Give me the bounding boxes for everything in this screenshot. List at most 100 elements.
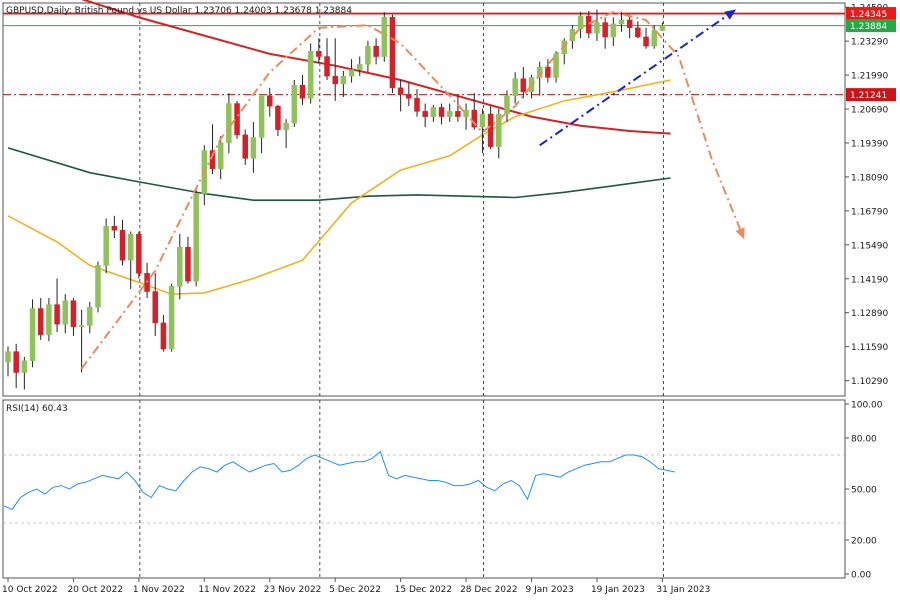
candle-body — [193, 193, 199, 282]
price-axis-label: 1.18090 — [851, 173, 888, 183]
candle-body — [316, 51, 322, 57]
arrowhead — [724, 9, 737, 20]
candle-body — [455, 111, 461, 117]
date-label: 20 Oct 2022 — [67, 585, 123, 595]
candle-body — [299, 85, 306, 99]
candle-body — [504, 95, 510, 115]
candle-body — [87, 306, 93, 326]
level-price-tag — [846, 7, 896, 21]
candle-body — [234, 103, 240, 136]
candle-body — [635, 27, 641, 38]
candle-body — [365, 45, 371, 65]
candle-body — [446, 111, 453, 117]
trend-arrow-line — [539, 8, 737, 147]
candle-body — [356, 64, 363, 70]
price-axis-label: 1.21990 — [851, 72, 888, 82]
candle-body — [545, 66, 551, 78]
candle-body — [487, 113, 494, 147]
candle-body — [471, 109, 478, 128]
candle-body — [659, 25, 666, 31]
level-price-tag — [846, 19, 896, 33]
candle-body — [242, 134, 248, 159]
moving-average-line — [7, 79, 671, 296]
candle-body — [610, 23, 617, 38]
candle-body — [152, 291, 158, 324]
date-label: 31 Jan 2023 — [656, 585, 710, 595]
rsi-axis-label: 0.00 — [851, 571, 871, 581]
price-axis-label: 1.12890 — [851, 309, 888, 319]
candle-body — [54, 304, 60, 325]
candle-body — [438, 107, 445, 117]
candle-body — [283, 122, 289, 130]
price-pane-frame — [2, 2, 846, 397]
candle-body — [626, 19, 633, 29]
candle-body — [46, 304, 52, 335]
level-price-label: 1.23884 — [850, 22, 887, 32]
level-price-label: 1.24345 — [850, 10, 887, 20]
candle-body — [21, 360, 28, 373]
candle-body — [177, 246, 183, 287]
candle-body — [160, 322, 167, 350]
candle-body — [340, 75, 347, 85]
rsi-axis-label: 100.00 — [851, 401, 883, 411]
date-label: 19 Jan 2023 — [591, 585, 645, 595]
candle-body — [586, 15, 592, 34]
candle-body — [618, 19, 625, 25]
candle-body — [103, 226, 109, 266]
candle-body — [119, 229, 126, 261]
candle-body — [553, 53, 559, 78]
candle-body — [111, 226, 118, 231]
candle-body — [185, 246, 191, 282]
level-price-tag — [846, 88, 896, 102]
candle-body — [430, 107, 437, 117]
candle-body — [275, 105, 281, 130]
candle-body — [414, 98, 420, 112]
candle-body — [291, 85, 298, 124]
candle-body — [332, 75, 338, 85]
candle-body — [13, 351, 19, 373]
candle-body — [209, 150, 216, 170]
candle-body — [168, 286, 175, 350]
candle-body — [348, 69, 355, 77]
date-label: 11 Nov 2022 — [198, 585, 256, 595]
candle-body — [520, 78, 527, 93]
rsi-pane-frame — [2, 399, 846, 579]
candle-body — [643, 36, 649, 47]
candle-body — [602, 22, 608, 38]
candle-body — [307, 51, 314, 99]
candle-body — [528, 77, 535, 93]
date-label: 5 Dec 2022 — [329, 585, 381, 595]
candle-body — [127, 233, 134, 261]
rsi-axis-label: 50.00 — [851, 486, 877, 496]
date-label: 15 Dec 2022 — [395, 585, 453, 595]
candle-body — [62, 300, 69, 325]
rsi-axis-label: 80.00 — [851, 435, 877, 445]
rsi-line — [3, 450, 675, 511]
price-axis-label: 1.16790 — [851, 207, 888, 217]
candle-body — [37, 308, 44, 335]
candle-body — [512, 78, 518, 96]
chart-header-text: GBPUSD,Daily: British Pound vs US Dollar… — [6, 6, 352, 16]
candle-body — [78, 325, 85, 328]
price-axis-label: 1.10290 — [851, 377, 888, 387]
candle-body — [406, 94, 412, 99]
rsi-title: RSI(14) 60.43 — [6, 404, 68, 414]
price-axis-label: 1.20690 — [851, 106, 888, 116]
candle-body — [70, 300, 77, 328]
candle-body — [389, 17, 396, 89]
candle-body — [29, 308, 36, 361]
rsi-axis-label: 20.00 — [851, 537, 877, 547]
candle-body — [5, 351, 11, 363]
candle-body — [397, 87, 404, 95]
candle-body — [577, 15, 584, 30]
date-label: 23 Nov 2022 — [264, 585, 322, 595]
candle-body — [651, 30, 657, 47]
date-label: 9 Jan 2023 — [526, 585, 574, 595]
candle-body — [267, 95, 273, 107]
candle-body — [95, 265, 101, 308]
candle-body — [258, 95, 265, 138]
candle-body — [496, 113, 502, 147]
candle-body — [479, 113, 486, 128]
